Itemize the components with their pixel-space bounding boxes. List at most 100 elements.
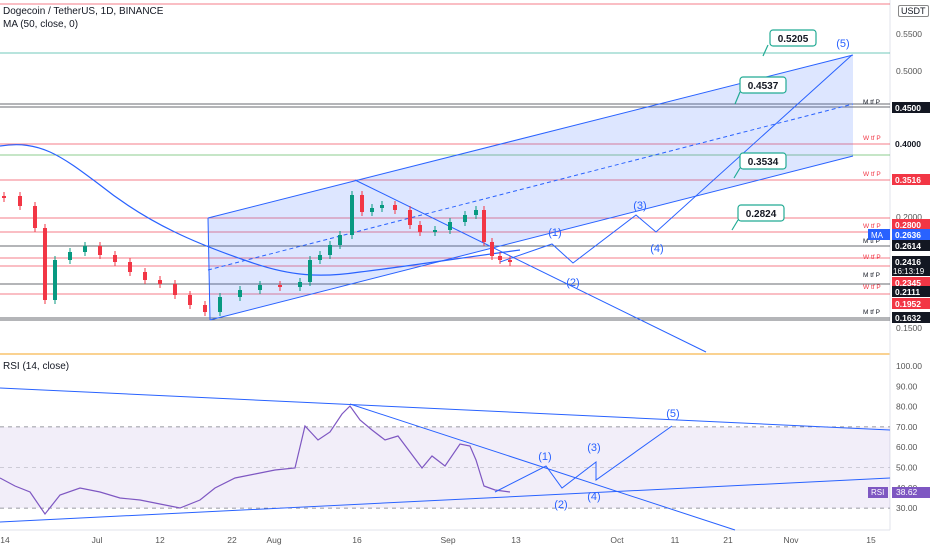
time-tick-7: 13 [511, 535, 521, 545]
price-label-bg-0 [892, 102, 930, 113]
candle-body-10 [143, 272, 147, 280]
callout-box-3 [737, 204, 785, 222]
price-label-bg-8 [892, 286, 930, 297]
candle-body-24 [350, 195, 354, 235]
price-label-5: 0.2614 [895, 241, 921, 251]
rsi-value: 38.62 [896, 487, 918, 497]
rsi-tick-7: 30.00 [896, 503, 918, 513]
candle-body-29 [408, 210, 412, 225]
level-tag-4: M tf P [863, 238, 880, 245]
level-tag-7: W tf P [863, 284, 881, 291]
time-tick-3: 22 [227, 535, 237, 545]
price-label-0: 0.4500 [895, 103, 921, 113]
callout-text-1: 0.4537 [748, 81, 779, 92]
price-label-bg-5 [892, 240, 930, 251]
candle-body-26 [370, 208, 374, 212]
price-label-bg-2 [892, 174, 930, 185]
wave-label-3: (4) [650, 243, 663, 255]
callout-text-0: 0.5205 [778, 34, 809, 45]
rsi-upper-trend [0, 387, 891, 431]
rsi-tick-2: 80.00 [896, 402, 918, 412]
rsi-tick-5: 50.00 [896, 463, 918, 473]
candle-body-0 [2, 196, 6, 198]
level-tag-5: W tf P [863, 254, 881, 261]
candle-body-34 [474, 210, 478, 215]
currency-badge[interactable]: USDT [898, 5, 929, 17]
candle-body-37 [498, 256, 502, 260]
candle-body-4 [53, 260, 57, 300]
price-pane [0, 0, 890, 352]
time-tick-8: Oct [610, 535, 624, 545]
ma-line [0, 144, 521, 276]
rsi-badge-bg [868, 487, 888, 498]
wave-path [499, 54, 853, 264]
price-label-bg-9 [892, 298, 930, 309]
time-tick-1: Jul [92, 535, 103, 545]
candle-body-25 [360, 195, 364, 212]
rsi-wave-label-4: (5) [666, 408, 679, 420]
candle-body-17 [258, 285, 262, 290]
ma-legend[interactable]: MA (50, close, 0) [3, 19, 79, 30]
candle-body-18 [278, 285, 282, 287]
time-tick-9: 11 [671, 535, 680, 545]
candle-body-22 [328, 245, 332, 255]
price-countdown: 16:13:19 [893, 267, 925, 276]
price-label-6: 0.2416 [895, 257, 921, 267]
candle-body-7 [98, 246, 102, 255]
candle-body-9 [128, 262, 132, 272]
channel-lower [209, 155, 854, 321]
rsi-line [0, 405, 511, 516]
time-tick-11: Nov [783, 535, 799, 545]
candle-body-13 [188, 295, 192, 305]
candle-body-32 [448, 222, 452, 230]
time-tick-0: 14 [0, 535, 10, 545]
symbol-legend[interactable]: Dogecoin / TetherUS, 1D, BINANCE [3, 6, 164, 17]
price-tick-3: 0.1500 [896, 323, 922, 333]
candle-body-8 [113, 255, 117, 262]
candle-body-19 [298, 282, 302, 287]
time-tick-10: 21 [723, 535, 733, 545]
callout-text-3: 0.2824 [746, 209, 777, 220]
price-tick-1: 0.5000 [896, 66, 922, 76]
candle-body-27 [380, 205, 384, 208]
candle-body-16 [238, 290, 242, 297]
time-tick-2: 12 [155, 535, 165, 545]
candle-body-30 [418, 225, 422, 232]
price-label-bg-4 [892, 229, 930, 240]
price-label-7: 0.2345 [895, 278, 921, 288]
callout-tail-3 [731, 219, 739, 231]
callout-text-2: 0.3534 [748, 157, 779, 168]
candle-body-20 [308, 260, 312, 282]
candle-body-1 [18, 196, 22, 206]
candle-body-5 [68, 252, 72, 260]
price-tick-0: 0.5500 [896, 29, 922, 39]
wave-label-0: (1) [548, 227, 561, 239]
candle-body-23 [338, 235, 342, 245]
rsi-down-trend [349, 403, 736, 531]
candle-body-31 [433, 230, 437, 232]
candle-body-11 [158, 280, 162, 284]
candle-body-12 [173, 284, 177, 295]
price-label-4: 0.2636 [895, 230, 921, 240]
time-tick-12: 15 [866, 535, 876, 545]
level-tag-3: W tf P [863, 223, 881, 230]
callout-box-1 [739, 76, 787, 94]
level-tag-6: M tf P [863, 272, 880, 279]
candle-body-2 [33, 206, 37, 228]
rsi-lower-trend [0, 477, 891, 523]
time-tick-6: Sep [440, 535, 455, 545]
rsi-tick-1: 90.00 [896, 381, 918, 391]
level-tag-1: W tf P [863, 135, 881, 142]
wave-label-4: (5) [836, 38, 849, 50]
candle-body-38 [508, 260, 512, 262]
price-label-2: 0.3516 [895, 175, 921, 185]
rsi-legend[interactable]: RSI (14, close) [3, 361, 70, 372]
candle-body-33 [463, 215, 467, 222]
wave-label-2: (3) [633, 200, 646, 212]
rsi-wave-label-2: (3) [587, 442, 600, 454]
ma-badge: MA [871, 231, 884, 240]
callout-tail-1 [734, 91, 741, 105]
rsi-wave-path [494, 425, 673, 493]
candle-body-35 [482, 210, 486, 242]
